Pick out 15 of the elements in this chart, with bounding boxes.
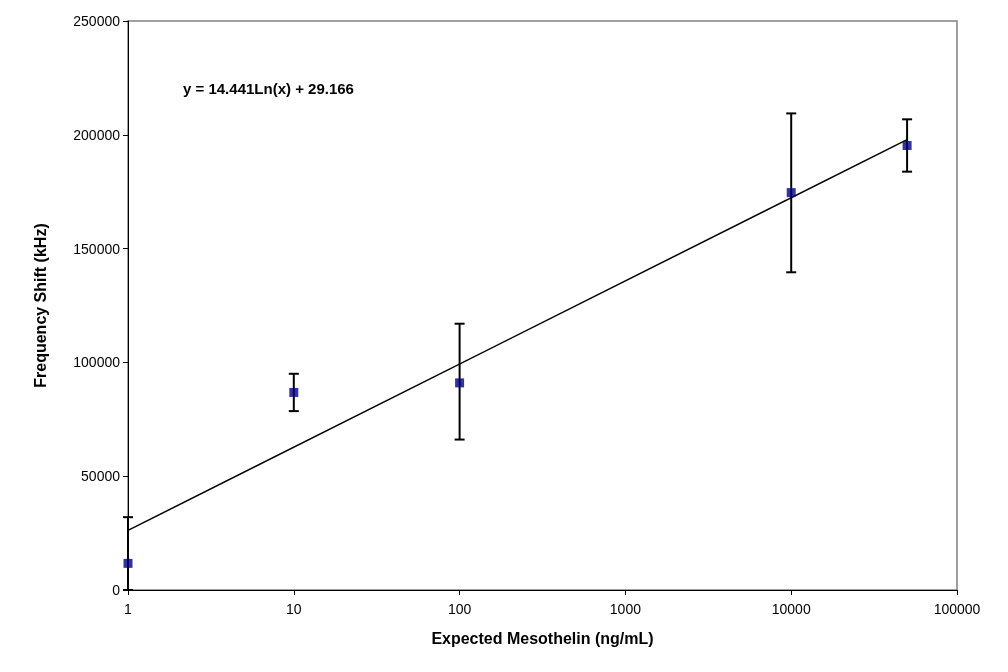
y-axis-title: Frequency Shift (kHz): [31, 223, 49, 388]
y-tick-label: 0: [112, 582, 121, 598]
annotation: y = 14.441Ln(x) + 29.166: [183, 80, 354, 97]
y-tick-label: 200000: [73, 126, 121, 143]
y-tick-label: 150000: [73, 240, 121, 257]
x-axis-title: Expected Mesothelin (ng/mL): [431, 629, 654, 647]
x-tick-label: 1000: [609, 601, 642, 617]
y-tick-label: 100000: [73, 354, 121, 371]
y-tick-label: 50000: [81, 468, 121, 485]
y-tick-label: 250000: [73, 13, 121, 29]
x-tick-label: 1: [124, 601, 133, 617]
x-tick-label: 10000: [771, 601, 811, 617]
x-tick-label: 10: [286, 601, 302, 617]
x-tick-label: 100000: [933, 601, 981, 617]
x-tick-label: 100: [447, 601, 472, 617]
